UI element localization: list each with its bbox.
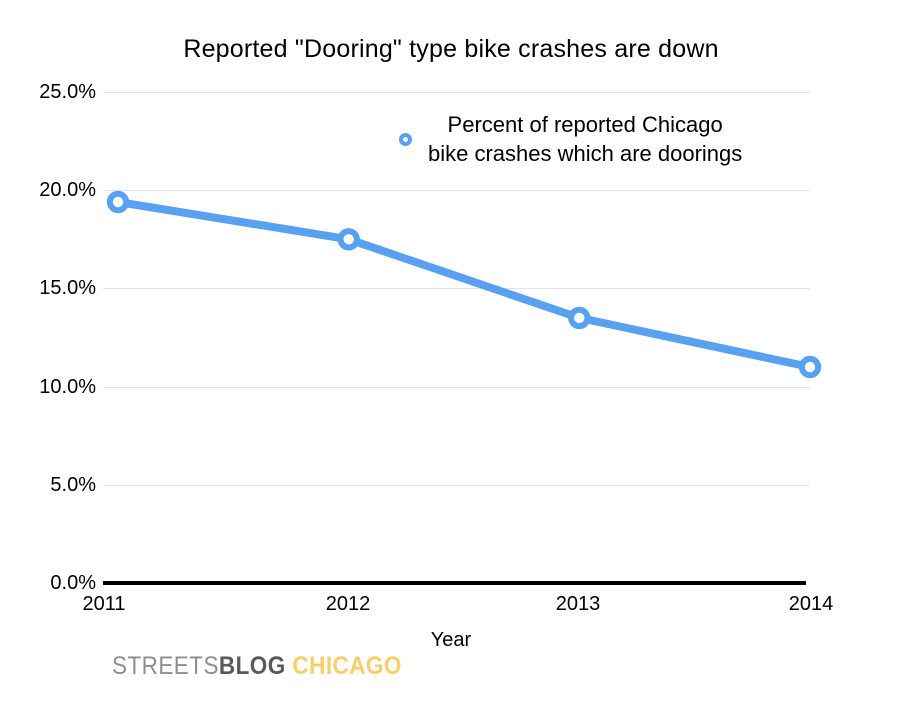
data-point-marker <box>337 228 360 251</box>
gridline <box>103 190 810 192</box>
series-line <box>117 198 811 371</box>
legend: Percent of reported Chicago bike crashes… <box>399 110 742 168</box>
logo-streets: STREETS <box>112 652 219 680</box>
x-axis-line <box>103 581 806 585</box>
plot-area <box>103 92 822 592</box>
x-tick-label: 2011 <box>82 593 126 615</box>
legend-label-line1: Percent of reported Chicago <box>447 112 723 137</box>
gridline <box>103 484 810 486</box>
gridline <box>103 386 810 388</box>
gridline <box>103 92 810 93</box>
data-point-marker <box>568 306 591 330</box>
gridline <box>103 288 810 290</box>
streetsblog-chicago-logo: STREETSBLOG CHICAGO <box>112 652 402 681</box>
y-tick-label: 5.0% <box>50 473 96 496</box>
logo-blog: BLOG <box>218 652 286 680</box>
data-point-marker <box>798 355 822 379</box>
y-tick-label: 20.0% <box>39 179 96 202</box>
y-tick-label: 15.0% <box>39 277 96 300</box>
x-axis-title: Year <box>430 629 472 651</box>
y-axis-labels: 25.0% 20.0% 15.0% 10.0% 5.0% 0.0% <box>0 81 96 602</box>
y-tick-label: 25.0% <box>39 81 96 103</box>
data-point-marker <box>106 190 130 214</box>
x-tick-label: 2012 <box>325 593 371 615</box>
x-tick-label: 2013 <box>555 593 601 615</box>
y-tick-label: 10.0% <box>39 375 96 398</box>
data-series-line <box>106 190 822 379</box>
logo-chicago: CHICAGO <box>285 652 402 680</box>
x-tick-label: 2014 <box>788 593 834 615</box>
legend-open-circle-icon <box>399 132 412 146</box>
x-axis-labels: 2011 2012 2013 2014 <box>0 593 902 617</box>
legend-label-line2: bike crashes which are doorings <box>428 141 743 166</box>
y-tick-label: 0.0% <box>50 572 96 594</box>
legend-label: Percent of reported Chicago bike crashes… <box>428 110 742 168</box>
chart-title: Reported "Dooring" type bike crashes are… <box>183 35 719 63</box>
